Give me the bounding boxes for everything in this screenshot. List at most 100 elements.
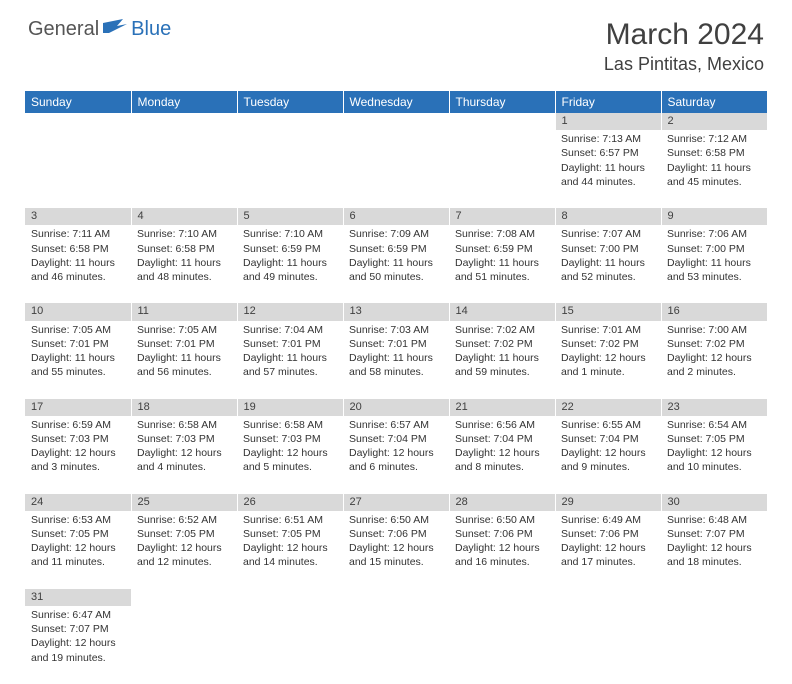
daylight-text: Daylight: 12 hours <box>455 541 549 555</box>
sunset-text: Sunset: 7:02 PM <box>455 337 549 351</box>
content-row: Sunrise: 6:53 AMSunset: 7:05 PMDaylight:… <box>25 511 767 589</box>
day-content-cell: Sunrise: 6:47 AMSunset: 7:07 PMDaylight:… <box>25 606 131 684</box>
day-content-cell: Sunrise: 7:02 AMSunset: 7:02 PMDaylight:… <box>449 321 555 399</box>
sunset-text: Sunset: 7:05 PM <box>137 527 231 541</box>
sunset-text: Sunset: 6:59 PM <box>349 242 443 256</box>
daylight-text: Daylight: 12 hours <box>667 351 761 365</box>
day-number-cell <box>343 589 449 606</box>
daylight-text2: and 19 minutes. <box>31 651 125 665</box>
day-content-cell: Sunrise: 6:50 AMSunset: 7:06 PMDaylight:… <box>449 511 555 589</box>
day-content-cell: Sunrise: 7:00 AMSunset: 7:02 PMDaylight:… <box>661 321 767 399</box>
content-row: Sunrise: 6:47 AMSunset: 7:07 PMDaylight:… <box>25 606 767 684</box>
day-number-cell: 15 <box>555 303 661 320</box>
day-content-cell <box>449 606 555 684</box>
day-number-cell: 4 <box>131 208 237 225</box>
day-number-cell: 9 <box>661 208 767 225</box>
day-number-cell <box>237 113 343 130</box>
day-content-cell: Sunrise: 6:49 AMSunset: 7:06 PMDaylight:… <box>555 511 661 589</box>
day-content-cell: Sunrise: 6:50 AMSunset: 7:06 PMDaylight:… <box>343 511 449 589</box>
daylight-text: Daylight: 12 hours <box>137 541 231 555</box>
sunrise-text: Sunrise: 6:56 AM <box>455 418 549 432</box>
daylight-text2: and 51 minutes. <box>455 270 549 284</box>
day-content-cell: Sunrise: 6:58 AMSunset: 7:03 PMDaylight:… <box>131 416 237 494</box>
day-number-cell: 24 <box>25 494 131 511</box>
daylight-text2: and 3 minutes. <box>31 460 125 474</box>
sunset-text: Sunset: 7:01 PM <box>137 337 231 351</box>
daylight-text: Daylight: 11 hours <box>243 256 337 270</box>
day-content-cell: Sunrise: 6:53 AMSunset: 7:05 PMDaylight:… <box>25 511 131 589</box>
day-number-cell: 8 <box>555 208 661 225</box>
day-number-cell <box>555 589 661 606</box>
day-content-cell: Sunrise: 7:10 AMSunset: 6:59 PMDaylight:… <box>237 225 343 303</box>
daylight-text: Daylight: 12 hours <box>31 636 125 650</box>
sunset-text: Sunset: 7:03 PM <box>137 432 231 446</box>
day-number-cell <box>237 589 343 606</box>
day-content-cell <box>449 130 555 208</box>
day-content-cell: Sunrise: 7:08 AMSunset: 6:59 PMDaylight:… <box>449 225 555 303</box>
day-number-cell: 16 <box>661 303 767 320</box>
sunrise-text: Sunrise: 7:06 AM <box>667 227 761 241</box>
day-number-cell: 25 <box>131 494 237 511</box>
day-content-cell: Sunrise: 7:07 AMSunset: 7:00 PMDaylight:… <box>555 225 661 303</box>
day-header: Monday <box>131 91 237 113</box>
daylight-text2: and 44 minutes. <box>561 175 655 189</box>
daylight-text2: and 18 minutes. <box>667 555 761 569</box>
sunrise-text: Sunrise: 7:05 AM <box>31 323 125 337</box>
sunset-text: Sunset: 6:57 PM <box>561 146 655 160</box>
daylight-text2: and 8 minutes. <box>455 460 549 474</box>
daynum-row: 10111213141516 <box>25 303 767 320</box>
day-number-cell <box>661 589 767 606</box>
sunset-text: Sunset: 7:03 PM <box>31 432 125 446</box>
content-row: Sunrise: 7:05 AMSunset: 7:01 PMDaylight:… <box>25 321 767 399</box>
sunrise-text: Sunrise: 7:01 AM <box>561 323 655 337</box>
day-number-cell: 13 <box>343 303 449 320</box>
day-content-cell <box>343 130 449 208</box>
sunset-text: Sunset: 7:04 PM <box>349 432 443 446</box>
day-content-cell: Sunrise: 6:58 AMSunset: 7:03 PMDaylight:… <box>237 416 343 494</box>
daylight-text: Daylight: 12 hours <box>349 541 443 555</box>
sunrise-text: Sunrise: 6:48 AM <box>667 513 761 527</box>
day-number-cell: 29 <box>555 494 661 511</box>
day-number-cell: 6 <box>343 208 449 225</box>
daylight-text: Daylight: 11 hours <box>561 256 655 270</box>
sunset-text: Sunset: 6:59 PM <box>243 242 337 256</box>
day-content-cell: Sunrise: 7:12 AMSunset: 6:58 PMDaylight:… <box>661 130 767 208</box>
daylight-text2: and 45 minutes. <box>667 175 761 189</box>
sunrise-text: Sunrise: 6:58 AM <box>137 418 231 432</box>
daylight-text: Daylight: 11 hours <box>137 351 231 365</box>
brand-part1: General <box>28 18 99 41</box>
daylight-text: Daylight: 11 hours <box>243 351 337 365</box>
day-content-cell: Sunrise: 6:56 AMSunset: 7:04 PMDaylight:… <box>449 416 555 494</box>
day-number-cell: 19 <box>237 399 343 416</box>
daylight-text: Daylight: 12 hours <box>243 446 337 460</box>
sunset-text: Sunset: 7:00 PM <box>561 242 655 256</box>
sunrise-text: Sunrise: 6:57 AM <box>349 418 443 432</box>
daylight-text: Daylight: 12 hours <box>243 541 337 555</box>
daylight-text: Daylight: 12 hours <box>667 446 761 460</box>
sunset-text: Sunset: 7:03 PM <box>243 432 337 446</box>
sunset-text: Sunset: 7:05 PM <box>667 432 761 446</box>
day-content-cell: Sunrise: 6:57 AMSunset: 7:04 PMDaylight:… <box>343 416 449 494</box>
day-number-cell: 14 <box>449 303 555 320</box>
day-content-cell: Sunrise: 7:01 AMSunset: 7:02 PMDaylight:… <box>555 321 661 399</box>
daylight-text2: and 9 minutes. <box>561 460 655 474</box>
day-content-cell: Sunrise: 7:13 AMSunset: 6:57 PMDaylight:… <box>555 130 661 208</box>
daynum-row: 3456789 <box>25 208 767 225</box>
sunrise-text: Sunrise: 6:55 AM <box>561 418 655 432</box>
day-number-cell: 5 <box>237 208 343 225</box>
day-content-cell: Sunrise: 6:48 AMSunset: 7:07 PMDaylight:… <box>661 511 767 589</box>
day-header: Sunday <box>25 91 131 113</box>
sunrise-text: Sunrise: 6:47 AM <box>31 608 125 622</box>
daynum-row: 17181920212223 <box>25 399 767 416</box>
daylight-text: Daylight: 11 hours <box>455 351 549 365</box>
sunrise-text: Sunrise: 7:02 AM <box>455 323 549 337</box>
sunset-text: Sunset: 7:02 PM <box>667 337 761 351</box>
daynum-row: 31 <box>25 589 767 606</box>
day-number-cell: 17 <box>25 399 131 416</box>
day-number-cell: 20 <box>343 399 449 416</box>
day-number-cell <box>449 113 555 130</box>
day-content-cell: Sunrise: 7:11 AMSunset: 6:58 PMDaylight:… <box>25 225 131 303</box>
daylight-text: Daylight: 11 hours <box>349 256 443 270</box>
sunrise-text: Sunrise: 6:59 AM <box>31 418 125 432</box>
daylight-text: Daylight: 11 hours <box>31 351 125 365</box>
